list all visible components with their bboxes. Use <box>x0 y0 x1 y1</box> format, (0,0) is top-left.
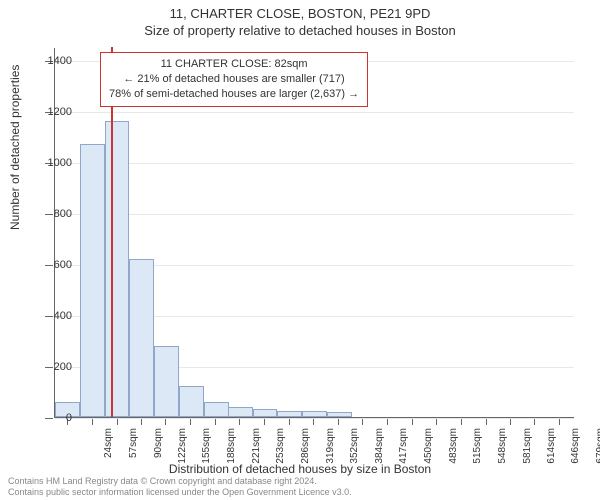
ytick <box>45 418 53 419</box>
xtick <box>534 419 535 425</box>
ytick <box>45 214 53 215</box>
xtick <box>559 419 560 425</box>
ytick <box>45 265 53 266</box>
xtick <box>313 419 314 425</box>
xtick-label: 384sqm <box>374 428 385 468</box>
histogram-bar <box>154 346 179 417</box>
ytick <box>45 316 53 317</box>
xtick-label: 515sqm <box>472 428 483 468</box>
xtick <box>165 419 166 425</box>
xtick-label: 450sqm <box>423 428 434 468</box>
xtick <box>92 419 93 425</box>
annotation-line3: 78% of semi-detached houses are larger (… <box>109 87 359 102</box>
ytick-label: 1400 <box>48 55 72 67</box>
xtick <box>190 419 191 425</box>
xtick-label: 548sqm <box>497 428 508 468</box>
xtick-label: 253sqm <box>275 428 286 468</box>
xtick <box>461 419 462 425</box>
xtick <box>215 419 216 425</box>
xtick <box>239 419 240 425</box>
xtick <box>436 419 437 425</box>
xtick-label: 483sqm <box>448 428 459 468</box>
xtick <box>486 419 487 425</box>
ytick-label: 200 <box>54 361 72 373</box>
xtick-label: 57sqm <box>128 428 139 468</box>
xtick <box>412 419 413 425</box>
annotation-line2: ← 21% of detached houses are smaller (71… <box>109 72 359 87</box>
xtick-label: 319sqm <box>325 428 336 468</box>
xtick <box>117 419 118 425</box>
histogram-bar <box>253 409 278 417</box>
histogram-bar <box>277 411 302 417</box>
xtick <box>362 419 363 425</box>
xtick <box>338 419 339 425</box>
gridline-h <box>55 214 574 215</box>
title-sub: Size of property relative to detached ho… <box>0 23 600 38</box>
annotation-line1: 11 CHARTER CLOSE: 82sqm <box>109 57 359 72</box>
xtick <box>510 419 511 425</box>
gridline-h <box>55 163 574 164</box>
xtick-label: 352sqm <box>349 428 360 468</box>
gridline-h <box>55 418 574 419</box>
histogram-bar <box>204 402 229 417</box>
ytick-label: 600 <box>54 259 72 271</box>
ytick-label: 400 <box>54 310 72 322</box>
gridline-h <box>55 112 574 113</box>
xtick-label: 221sqm <box>251 428 262 468</box>
title-area: 11, CHARTER CLOSE, BOSTON, PE21 9PD Size… <box>0 0 600 38</box>
title-main: 11, CHARTER CLOSE, BOSTON, PE21 9PD <box>0 6 600 21</box>
footer: Contains HM Land Registry data © Crown c… <box>8 476 352 498</box>
footer-line1: Contains HM Land Registry data © Crown c… <box>8 476 352 487</box>
histogram-bar <box>179 386 204 417</box>
yaxis-title: Number of detached properties <box>8 65 22 230</box>
histogram-bar <box>80 144 105 417</box>
xtick-label: 188sqm <box>226 428 237 468</box>
xtick-label: 122sqm <box>177 428 188 468</box>
histogram-bar <box>129 259 154 417</box>
ytick <box>45 367 53 368</box>
ytick-label: 800 <box>54 208 72 220</box>
footer-line2: Contains public sector information licen… <box>8 487 352 498</box>
xtick-label: 646sqm <box>570 428 581 468</box>
histogram-bar <box>302 411 327 417</box>
xtick-label: 679sqm <box>595 428 600 468</box>
xtick <box>387 419 388 425</box>
xtick-label: 90sqm <box>153 428 164 468</box>
xtick <box>141 419 142 425</box>
xtick-label: 614sqm <box>546 428 557 468</box>
ytick-label: 0 <box>66 412 72 424</box>
xtick-label: 286sqm <box>300 428 311 468</box>
histogram-bar <box>228 407 253 417</box>
xtick-label: 24sqm <box>103 428 114 468</box>
histogram-bar <box>105 121 130 417</box>
xtick <box>289 419 290 425</box>
ytick-label: 1000 <box>48 157 72 169</box>
xtick-label: 155sqm <box>201 428 212 468</box>
xtick-label: 417sqm <box>398 428 409 468</box>
histogram-bar <box>327 412 352 417</box>
xtick-label: 581sqm <box>522 428 533 468</box>
ytick-label: 1200 <box>48 106 72 118</box>
xtick <box>264 419 265 425</box>
annotation-box: 11 CHARTER CLOSE: 82sqm ← 21% of detache… <box>100 52 368 107</box>
